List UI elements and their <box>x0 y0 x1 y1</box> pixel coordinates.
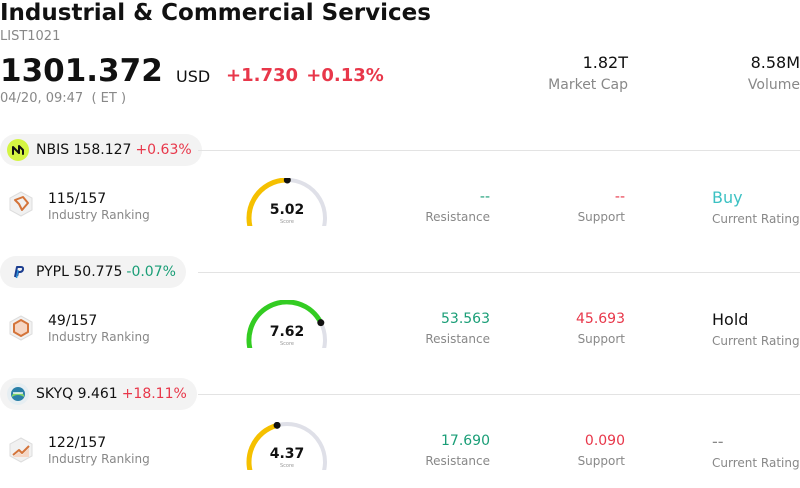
row-divider <box>198 150 800 151</box>
score-gauge: 5.02 Score <box>246 178 327 226</box>
stock-change-pct: -0.07% <box>126 264 176 280</box>
stock-pill-skyq[interactable]: SKYQ 9.461 +18.11% <box>0 378 197 410</box>
page-title: Industrial & Commercial Services <box>0 0 431 26</box>
industry-ranking-value: 115/157 <box>48 191 107 207</box>
industry-ranking-value: 49/157 <box>48 313 98 329</box>
industry-ranking-value: 122/157 <box>48 435 107 451</box>
industry-ranking-label: Industry Ranking <box>48 208 150 222</box>
support-value: 0.090 <box>584 433 625 449</box>
score-label: Score <box>280 341 294 347</box>
rating-label: Current Rating <box>712 334 800 348</box>
score-value: 7.62 <box>270 324 305 340</box>
market-cap-value: 1.82T <box>582 53 628 72</box>
industry-ranking-icon <box>9 437 33 463</box>
resistance-col: -- Resistance <box>425 189 490 224</box>
score-value: 5.02 <box>270 202 305 218</box>
rating-col: -- Current Rating <box>712 432 800 470</box>
stock-pill-nbis[interactable]: NBIS 158.127 +0.63% <box>0 134 202 166</box>
stock-pill-pypl[interactable]: PYPL 50.775 -0.07% <box>0 256 186 288</box>
industry-ranking-icon <box>9 191 33 217</box>
industry-ranking-label: Industry Ranking <box>48 452 150 466</box>
stock-change-pct: +0.63% <box>135 142 192 158</box>
score-label: Score <box>280 463 294 469</box>
resistance-col: 17.690 Resistance <box>425 433 490 468</box>
resistance-label: Resistance <box>425 332 490 346</box>
rating-value: Hold <box>712 310 749 329</box>
gauge-fill <box>246 422 280 470</box>
paypal-logo-icon <box>7 261 29 283</box>
index-code: LIST1021 <box>0 29 61 44</box>
support-value: -- <box>614 189 625 205</box>
gauge-marker <box>317 319 325 327</box>
support-label: Support <box>577 332 625 346</box>
market-cap-label: Market Cap <box>548 77 628 93</box>
timestamp: 04/20, 09:47 ( ET ) <box>0 91 127 106</box>
industry-ranking-icon <box>9 315 33 341</box>
price-change: +1.730 +0.13% <box>226 65 384 86</box>
score-value: 4.37 <box>270 446 305 462</box>
gauge-marker <box>283 178 291 184</box>
support-col: 0.090 Support <box>578 433 625 468</box>
resistance-col: 53.563 Resistance <box>425 311 490 346</box>
nbis-logo-icon <box>7 139 29 161</box>
stock-change-pct: +18.11% <box>121 386 187 402</box>
stock-symbol: NBIS 158.127 <box>36 142 132 158</box>
resistance-value: 53.563 <box>441 311 490 327</box>
volume-stat: 8.58M Volume <box>748 53 800 93</box>
row-divider <box>198 272 800 273</box>
rating-value: -- <box>712 432 724 451</box>
stock-symbol: PYPL 50.775 <box>36 264 123 280</box>
rating-label: Current Rating <box>712 456 800 470</box>
resistance-value: -- <box>479 189 490 205</box>
gauge-fill <box>246 178 290 226</box>
rating-col: Hold Current Rating <box>712 310 800 348</box>
resistance-label: Resistance <box>425 210 490 224</box>
support-label: Support <box>577 210 625 224</box>
score-label: Score <box>280 219 294 225</box>
market-cap-stat: 1.82T Market Cap <box>548 53 628 93</box>
skyq-logo-icon <box>7 383 29 405</box>
volume-label: Volume <box>747 77 800 93</box>
rating-col: Buy Current Rating <box>712 188 800 226</box>
index-price: 1301.372 <box>0 53 163 89</box>
score-gauge: 7.62 Score <box>246 300 327 348</box>
resistance-value: 17.690 <box>441 433 490 449</box>
row-divider <box>198 394 800 395</box>
volume-value: 8.58M <box>750 53 800 72</box>
resistance-label: Resistance <box>425 454 490 468</box>
gauge-marker <box>273 422 281 429</box>
stock-symbol: SKYQ 9.461 <box>36 386 118 402</box>
rating-value: Buy <box>712 188 743 207</box>
industry-ranking-label: Industry Ranking <box>48 330 150 344</box>
gauge-fill <box>246 300 324 348</box>
currency-label: USD <box>176 67 211 86</box>
support-value: 45.693 <box>576 311 625 327</box>
support-label: Support <box>577 454 625 468</box>
rating-label: Current Rating <box>712 212 800 226</box>
support-col: -- Support <box>578 189 625 224</box>
support-col: 45.693 Support <box>576 311 625 346</box>
score-gauge: 4.37 Score <box>246 422 327 470</box>
